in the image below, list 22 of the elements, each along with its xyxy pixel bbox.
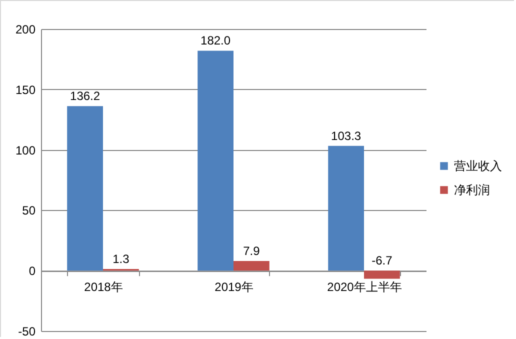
y-tick-label: 100 bbox=[15, 143, 36, 158]
y-tick-label: 0 bbox=[28, 264, 36, 278]
x-tick-label: 2020年上半年 bbox=[327, 280, 402, 294]
data-label: -6.7 bbox=[372, 254, 393, 268]
x-tick-label: 2018年 bbox=[84, 280, 123, 294]
y-tick-label: 50 bbox=[22, 204, 36, 218]
data-label: 1.3 bbox=[112, 252, 130, 266]
data-label: 182.0 bbox=[200, 34, 231, 48]
bar bbox=[198, 50, 234, 271]
bar bbox=[234, 261, 270, 271]
y-tick-label: 200 bbox=[15, 22, 36, 36]
data-label: 7.9 bbox=[243, 244, 260, 258]
data-label: 136.2 bbox=[70, 89, 100, 104]
data-label: 103.3 bbox=[331, 128, 362, 143]
bar bbox=[328, 146, 364, 271]
x-tick-label: 2019年 bbox=[214, 280, 254, 294]
y-tick-label: -50 bbox=[18, 324, 36, 338]
bar bbox=[67, 106, 103, 271]
y-tick-label: 150 bbox=[15, 82, 36, 97]
bar bbox=[364, 270, 400, 279]
legend-label: 营业收入 bbox=[454, 159, 502, 173]
legend-label: 净利润 bbox=[454, 183, 490, 197]
